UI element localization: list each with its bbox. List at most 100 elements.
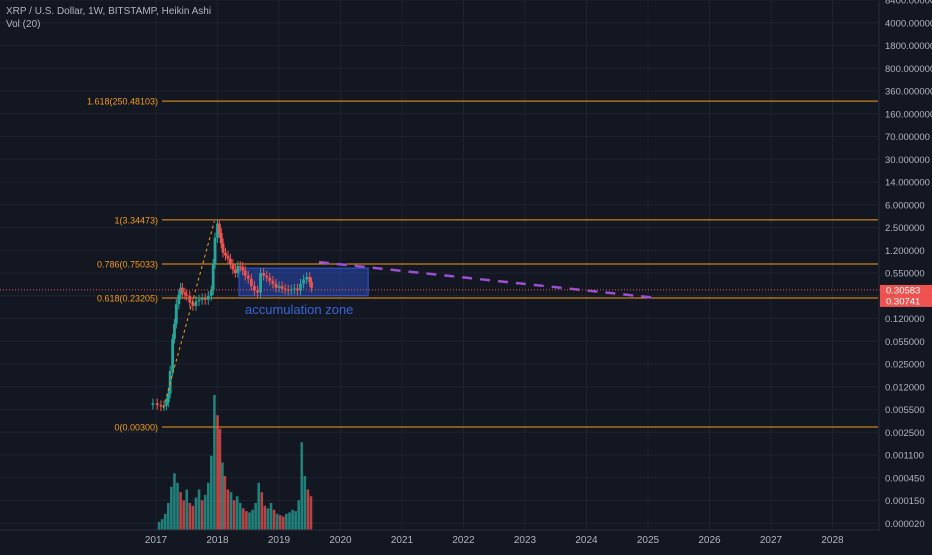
price-axis-tick: 0.550000 — [885, 269, 925, 280]
price-axis-tick: 2.500000 — [885, 223, 925, 234]
volume-bar — [221, 462, 224, 530]
fib-retracement[interactable]: 1.618(250.48103) 1(3.34473) 0.786(0.75033)… — [87, 97, 878, 433]
volume-bar — [163, 513, 167, 530]
volume-bar — [173, 473, 176, 530]
volume-bar — [191, 505, 195, 530]
candle-body — [229, 258, 232, 264]
candle-body — [165, 402, 168, 406]
volume-bar — [303, 476, 307, 530]
volume-bar — [248, 512, 251, 530]
volume-bar — [238, 503, 242, 530]
time-axis-tick: 2023 — [514, 535, 537, 546]
candle-body — [233, 269, 237, 273]
candle-body — [271, 280, 275, 284]
candle-body — [262, 273, 266, 276]
volume-bar — [203, 494, 207, 530]
volume-bar — [160, 519, 164, 530]
volume-bar — [223, 476, 227, 530]
candle-body — [236, 265, 240, 273]
candle-body — [249, 278, 253, 287]
price-axis-tick: 30.000000 — [885, 155, 930, 166]
volume-bar — [254, 503, 257, 530]
price-axis-tick: 0.000020 — [885, 519, 925, 530]
volume-bar — [179, 492, 182, 530]
volume-bar — [306, 489, 310, 530]
candle-body — [174, 304, 178, 324]
time-axis-tick: 2027 — [760, 535, 783, 546]
price-axis-tick: 0.001100 — [885, 451, 924, 462]
candle-body — [268, 277, 272, 281]
price-axis-tick: 360.000000 — [885, 87, 932, 98]
volume-bar — [170, 486, 173, 530]
candle-body — [206, 295, 210, 300]
volume-bar — [194, 497, 198, 530]
candle-body — [177, 294, 181, 305]
candle-body — [280, 286, 284, 289]
time-axis-tick: 2022 — [452, 535, 475, 546]
volume-bar — [213, 395, 216, 530]
price-axis-tick: 8400.000000 — [885, 0, 932, 7]
volume-bar — [285, 513, 288, 530]
volume-indicator-label[interactable]: Vol (20) — [6, 19, 41, 30]
candle-body — [259, 273, 262, 293]
fib-level-label: 0(0.00300) — [114, 422, 158, 432]
price-badge — [880, 284, 932, 296]
volume-bar — [232, 500, 236, 530]
volume-bar — [218, 428, 222, 530]
symbol-title[interactable]: XRP / U.S. Dollar, 1W, BITSTAMP, Heikin … — [6, 6, 212, 17]
candle-body — [305, 276, 309, 280]
candle-body — [256, 290, 259, 293]
price-axis-tick: 160.000000 — [885, 109, 932, 120]
price-axis-tick: 0.002500 — [885, 428, 925, 439]
price-axis[interactable]: 8400.000000 4000.000000 1800.000000 800.000… — [878, 0, 932, 530]
price-axis-tick: 0.000150 — [885, 496, 925, 507]
candle-body — [159, 405, 163, 407]
candle-body — [253, 286, 256, 291]
volume-bar — [282, 516, 285, 530]
price-axis-tick: 0.012000 — [885, 382, 925, 393]
fib-level-label: 1.618(250.48103) — [87, 97, 158, 107]
candle-body — [299, 283, 302, 291]
price-axis-tick: 70.000000 — [885, 132, 930, 143]
grid — [0, 0, 878, 530]
price-axis-tick: 800.000000 — [885, 64, 932, 75]
price-axis-tick: 0.000450 — [885, 473, 925, 484]
fib-level-label: 0.786(0.75033) — [97, 259, 158, 269]
chart-legend: XRP / U.S. Dollar, 1W, BITSTAMP, Heikin … — [6, 5, 211, 31]
candle-body — [310, 282, 313, 288]
time-axis-tick: 2024 — [575, 535, 598, 546]
volume-bar — [269, 503, 273, 530]
candle-body — [302, 279, 305, 284]
candle-body — [226, 255, 230, 259]
volume-bar — [188, 503, 192, 530]
volume-bar — [260, 492, 264, 530]
time-axis-tick: 2017 — [145, 535, 168, 546]
projection-trend-line[interactable] — [318, 260, 655, 299]
candle-body — [209, 290, 213, 296]
trend-lines[interactable] — [0, 220, 880, 409]
accumulation-zone-label: accumulation zone — [245, 302, 353, 317]
volume-bar — [278, 515, 282, 530]
candle-body — [246, 275, 250, 279]
volume-bar — [182, 500, 185, 530]
candle-body — [188, 295, 192, 303]
price-axis-tick: 0.055000 — [885, 337, 925, 348]
time-axis-tick: 2026 — [698, 535, 721, 546]
volume-bar — [294, 511, 297, 530]
volume-bar — [226, 489, 230, 530]
fib-level-label: 0.618(0.23205) — [97, 294, 158, 304]
candle-body — [274, 283, 278, 288]
candle-body — [183, 292, 187, 295]
price-badge — [880, 295, 932, 307]
fib-anchor-line[interactable] — [162, 220, 215, 409]
volume-bar — [216, 415, 219, 530]
price-axis-tick: 0.025000 — [885, 360, 925, 371]
time-axis[interactable]: 2017 2018 2019 2020 2021 2022 2023 2024 2025 2026… — [0, 529, 880, 546]
volume-bar — [157, 521, 161, 530]
volume-bar — [266, 508, 270, 530]
price-axis-tick: 0.005500 — [885, 405, 925, 416]
candle-body — [217, 223, 221, 233]
